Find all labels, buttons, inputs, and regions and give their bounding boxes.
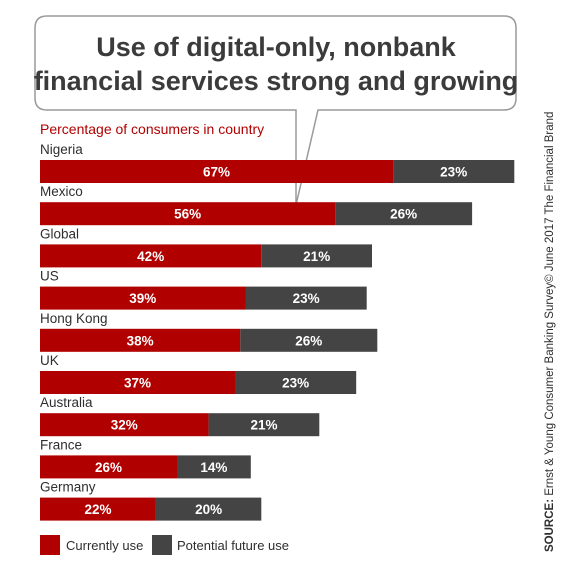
- bar-value-label-nigeria-potential-future-use: 23%: [440, 165, 467, 180]
- chart-title-line-1: Use of digital-only, nonbank: [96, 32, 456, 62]
- bar-value-label-hong-kong-currently-use: 38%: [127, 333, 154, 348]
- bar-value-label-germany-potential-future-use: 20%: [195, 502, 222, 517]
- bar-uk-currently-use: [40, 371, 235, 394]
- source-text: Ernst & Young Consumer Banking Survey© J…: [544, 112, 556, 499]
- bar-value-label-uk-currently-use: 37%: [124, 376, 151, 391]
- category-label-nigeria: Nigeria: [40, 142, 83, 157]
- chart-title-line-2: financial services strong and growing: [34, 66, 519, 96]
- bar-value-label-australia-potential-future-use: 21%: [250, 418, 277, 433]
- bar-value-label-germany-currently-use: 22%: [84, 502, 111, 517]
- source-credit: SOURCE: Ernst & Young Consumer Banking S…: [544, 112, 556, 552]
- bar-nigeria-currently-use: [40, 160, 394, 183]
- bar-us-currently-use: [40, 286, 246, 310]
- category-label-australia: Australia: [40, 395, 93, 410]
- source-label: SOURCE:: [544, 499, 556, 552]
- bar-global-potential-future-use: [261, 244, 372, 268]
- bar-value-label-us-potential-future-use: 23%: [293, 291, 320, 306]
- bar-france-potential-future-use: [177, 455, 251, 479]
- bar-nigeria-potential-future-use: [393, 160, 515, 183]
- category-label-us: US: [40, 269, 59, 284]
- bar-value-label-nigeria-currently-use: 67%: [203, 165, 230, 180]
- bar-value-label-global-potential-future-use: 21%: [303, 249, 330, 264]
- bar-us-potential-future-use: [245, 286, 367, 310]
- bar-mexico-currently-use: [40, 202, 336, 226]
- bar-value-label-france-currently-use: 26%: [95, 460, 122, 475]
- legend-label-currently-use: Currently use: [66, 538, 143, 553]
- bar-hong-kong-potential-future-use: [240, 328, 378, 352]
- bar-group: Nigeria 67% 23% Mexico 56% 26% Global 42% 21% US 3…: [40, 142, 515, 521]
- bar-australia-potential-future-use: [208, 413, 320, 437]
- bar-mexico-potential-future-use: [335, 202, 473, 226]
- bar-value-label-uk-potential-future-use: 23%: [282, 376, 309, 391]
- bar-value-label-mexico-potential-future-use: 26%: [390, 207, 417, 222]
- legend-label-potential-future-use: Potential future use: [177, 538, 289, 553]
- bar-germany-potential-future-use: [155, 497, 262, 521]
- bar-france-currently-use: [40, 455, 177, 479]
- category-label-hong-kong: Hong Kong: [40, 311, 108, 326]
- category-label-global: Global: [40, 226, 79, 241]
- bar-australia-currently-use: [40, 413, 209, 437]
- legend-swatch-currently-use: [40, 535, 60, 555]
- category-label-germany: Germany: [40, 480, 96, 495]
- bar-value-label-us-currently-use: 39%: [129, 291, 156, 306]
- category-label-uk: UK: [40, 353, 59, 368]
- category-label-france: France: [40, 437, 82, 452]
- chart-subtitle: Percentage of consumers in country: [40, 121, 264, 137]
- category-label-mexico: Mexico: [40, 184, 83, 199]
- bar-germany-currently-use: [40, 497, 156, 521]
- bar-value-label-global-currently-use: 42%: [137, 249, 164, 264]
- bar-hong-kong-currently-use: [40, 328, 241, 352]
- bar-value-label-hong-kong-potential-future-use: 26%: [295, 333, 322, 348]
- bar-value-label-australia-currently-use: 32%: [111, 418, 138, 433]
- bar-value-label-mexico-currently-use: 56%: [174, 207, 201, 222]
- bar-global-currently-use: [40, 244, 262, 268]
- bar-uk-potential-future-use: [235, 371, 357, 394]
- title-callout: [34, 15, 517, 206]
- bar-value-label-france-potential-future-use: 14%: [200, 460, 227, 475]
- legend-swatch-potential-future-use: [152, 535, 172, 555]
